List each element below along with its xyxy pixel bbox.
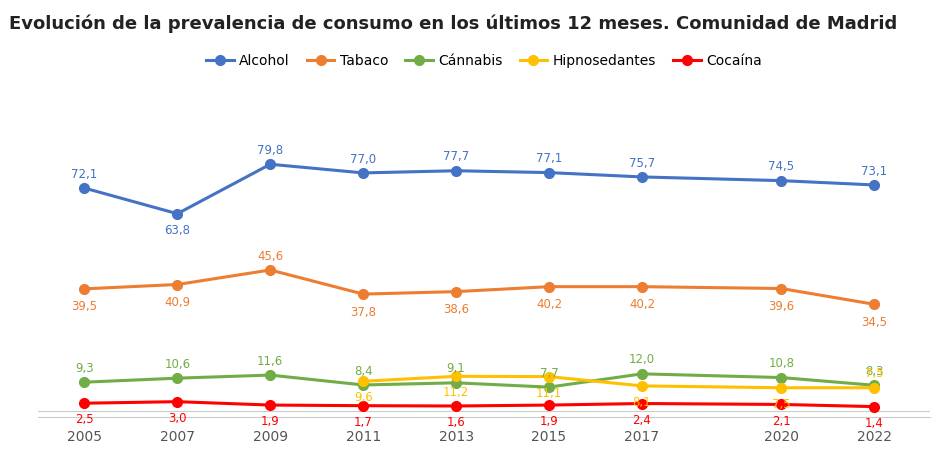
Text: 9,6: 9,6 <box>354 392 373 404</box>
Text: 45,6: 45,6 <box>257 250 284 263</box>
Text: 9,1: 9,1 <box>447 363 466 375</box>
Text: 11,6: 11,6 <box>257 355 284 368</box>
Text: 7,5: 7,5 <box>865 367 884 380</box>
Text: 1,7: 1,7 <box>354 416 373 429</box>
Text: 11,2: 11,2 <box>443 386 469 400</box>
Text: 77,7: 77,7 <box>443 150 469 164</box>
Text: 1,9: 1,9 <box>261 415 280 428</box>
Text: 39,6: 39,6 <box>769 300 794 313</box>
Text: 72,1: 72,1 <box>71 168 98 181</box>
Text: 40,9: 40,9 <box>164 296 191 309</box>
Text: 74,5: 74,5 <box>769 160 794 173</box>
Text: 12,0: 12,0 <box>629 354 655 366</box>
Text: 1,6: 1,6 <box>447 416 466 429</box>
Text: 79,8: 79,8 <box>257 144 284 157</box>
Text: Evolución de la prevalencia de consumo en los últimos 12 meses. Comunidad de Mad: Evolución de la prevalencia de consumo e… <box>9 14 898 33</box>
Text: 3,0: 3,0 <box>168 412 187 425</box>
Text: 10,6: 10,6 <box>164 358 191 371</box>
Legend: Alcohol, Tabaco, Cánnabis, Hipnosedantes, Cocaína: Alcohol, Tabaco, Cánnabis, Hipnosedantes… <box>206 55 762 68</box>
Text: 73,1: 73,1 <box>861 164 887 178</box>
Text: 34,5: 34,5 <box>862 316 887 329</box>
Text: 75,7: 75,7 <box>629 156 655 170</box>
Text: 38,6: 38,6 <box>443 303 469 316</box>
Text: 40,2: 40,2 <box>536 298 562 311</box>
Text: 40,2: 40,2 <box>629 298 655 311</box>
Text: 1,4: 1,4 <box>865 417 884 430</box>
Text: 1,9: 1,9 <box>540 415 558 428</box>
Text: 8,4: 8,4 <box>354 365 373 378</box>
Text: 8,1: 8,1 <box>633 396 651 409</box>
Text: 2,4: 2,4 <box>633 414 651 427</box>
Text: 11,1: 11,1 <box>536 387 562 400</box>
Text: 77,0: 77,0 <box>350 153 376 165</box>
Text: 10,8: 10,8 <box>769 357 794 370</box>
Text: 63,8: 63,8 <box>164 224 191 237</box>
Text: 7,7: 7,7 <box>540 367 558 380</box>
Text: 7,5: 7,5 <box>772 398 791 411</box>
Text: 77,1: 77,1 <box>536 152 562 165</box>
Text: 8,3: 8,3 <box>865 365 884 378</box>
Text: 2,1: 2,1 <box>772 415 791 428</box>
Text: 37,8: 37,8 <box>350 306 376 319</box>
Text: 2,5: 2,5 <box>75 413 94 427</box>
Text: 39,5: 39,5 <box>71 301 98 313</box>
Text: 9,3: 9,3 <box>75 362 94 375</box>
